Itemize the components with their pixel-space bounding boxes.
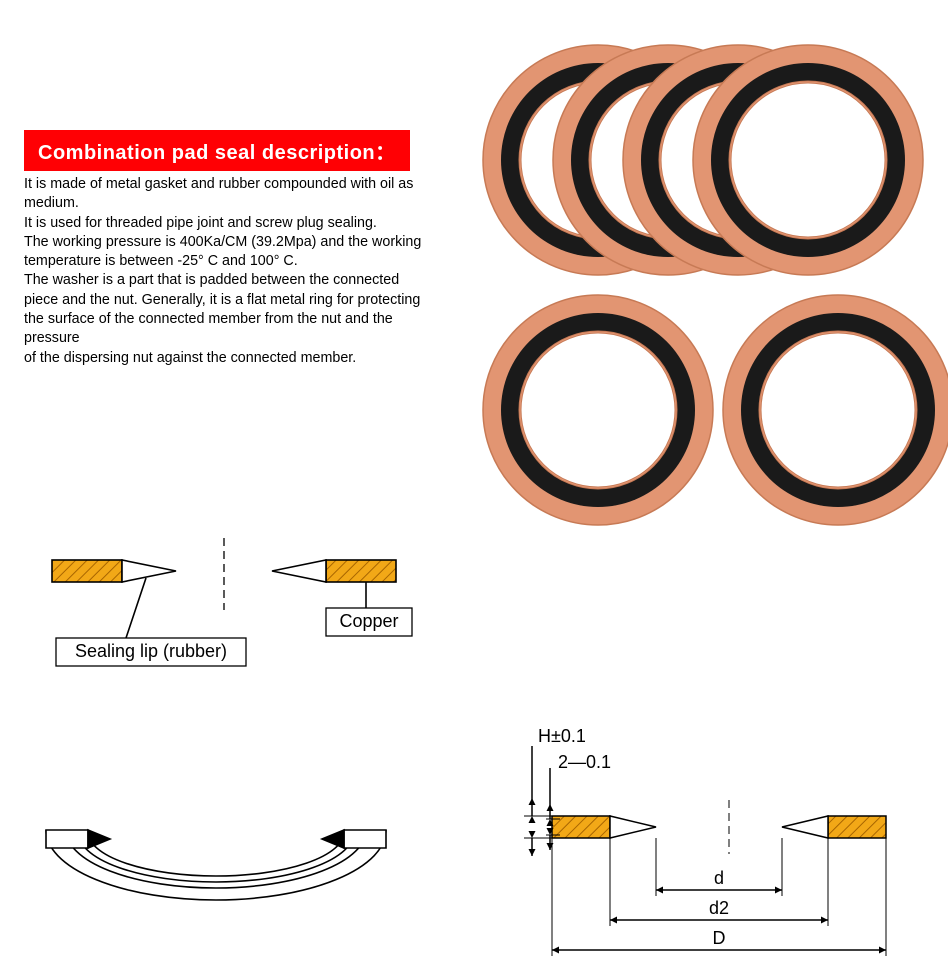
description-line: The working pressure is 400Ka/CM (39.2Mp… — [24, 233, 434, 252]
svg-text:Sealing lip (rubber): Sealing lip (rubber) — [75, 641, 227, 661]
svg-text:2—0.1: 2—0.1 — [558, 752, 611, 772]
svg-text:D: D — [713, 928, 726, 948]
description-line: piece and the nut. Generally, it is a fl… — [24, 291, 434, 310]
svg-text:Copper: Copper — [339, 611, 398, 631]
description: It is made of metal gasket and rubber co… — [24, 175, 434, 368]
dimension-diagram: H±0.1 2—0.1 d d2 D — [490, 720, 930, 970]
description-line: The washer is a part that is padded betw… — [24, 271, 434, 290]
cross-section-diagram: Copper Sealing lip (rubber) — [26, 530, 456, 700]
description-line: temperature is between -25° C and 100° C… — [24, 252, 434, 271]
title-bar: Combination pad seal description： — [24, 130, 410, 171]
svg-text:d2: d2 — [709, 898, 729, 918]
description-line: the surface of the connected member from… — [24, 310, 434, 349]
svg-text:H±0.1: H±0.1 — [538, 726, 586, 746]
product-rings-bottom — [478, 290, 948, 530]
description-line: It is used for threaded pipe joint and s… — [24, 214, 434, 233]
perspective-diagram — [26, 760, 406, 950]
product-rings-top — [478, 40, 948, 280]
svg-text:d: d — [714, 868, 724, 888]
title-text: Combination pad seal description： — [38, 142, 396, 164]
description-line: It is made of metal gasket and rubber co… — [24, 175, 434, 214]
description-line: of the dispersing nut against the connec… — [24, 349, 434, 368]
